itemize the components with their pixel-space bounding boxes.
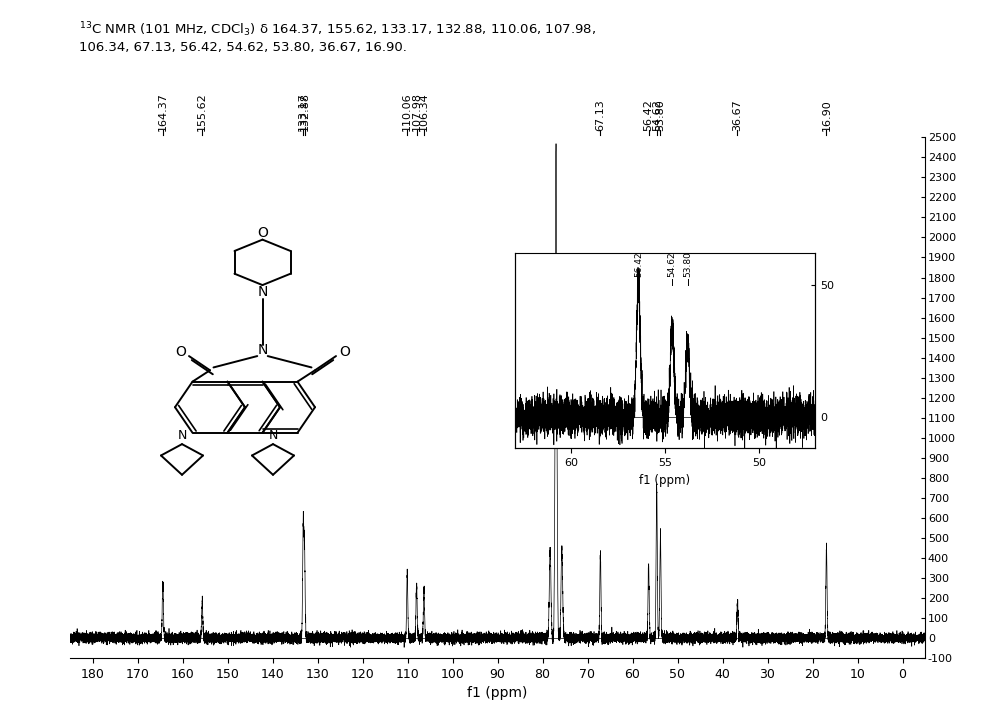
Text: 56.42: 56.42 [634,251,643,277]
Text: 36.67: 36.67 [732,100,742,132]
Text: N: N [177,429,187,442]
Text: O: O [257,226,268,239]
Text: 106.34: 106.34 [419,93,429,132]
Text: $^{13}$C NMR (101 MHz, CDCl$_3$) δ 164.37, 155.62, 133.17, 132.88, 110.06, 107.9: $^{13}$C NMR (101 MHz, CDCl$_3$) δ 164.3… [79,20,596,54]
Text: O: O [339,345,350,359]
Text: 56.42: 56.42 [644,99,654,132]
Text: 132.88: 132.88 [300,93,310,132]
Text: 110.06: 110.06 [402,93,412,132]
Text: 16.90: 16.90 [821,100,831,132]
Text: N: N [268,429,278,442]
Text: 67.13: 67.13 [595,100,605,132]
X-axis label: f1 (ppm): f1 (ppm) [639,474,691,487]
Text: 155.62: 155.62 [197,93,207,132]
Text: 164.37: 164.37 [158,93,168,132]
Text: 53.80: 53.80 [683,251,692,277]
Text: 133.17: 133.17 [298,93,308,132]
X-axis label: f1 (ppm): f1 (ppm) [467,686,528,700]
Text: N: N [257,285,268,299]
Text: 54.62: 54.62 [652,99,662,132]
Text: 107.98: 107.98 [412,93,422,132]
Text: O: O [175,345,186,359]
Text: 53.80: 53.80 [655,100,665,132]
Text: N: N [257,343,268,357]
Text: 54.62: 54.62 [668,251,677,277]
